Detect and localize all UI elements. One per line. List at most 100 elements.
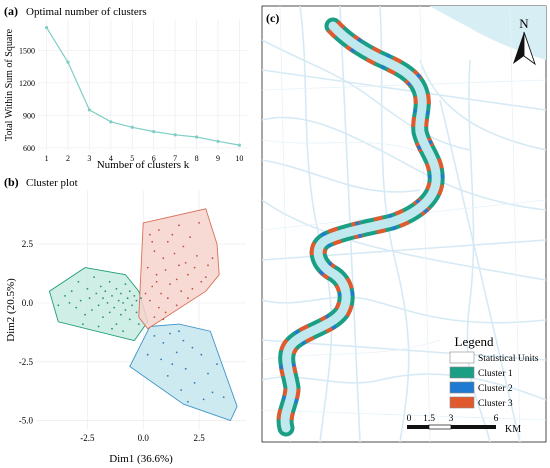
cluster-2-point (180, 389, 183, 391)
cluster-1-point (93, 276, 95, 278)
cluster-3-point (144, 292, 147, 295)
cluster-x-tick: 2.5 (193, 433, 205, 443)
cluster-1-point (120, 313, 122, 316)
cluster-3-point (193, 266, 196, 269)
elbow-y-tick: 900 (23, 111, 35, 120)
elbow-x-tick: 9 (216, 154, 220, 163)
cluster-x-ticks: -2.5 0.0 2.5 (80, 433, 205, 443)
cluster-1-point (122, 330, 124, 333)
cluster-3-point (175, 304, 178, 307)
estuary-water (430, 6, 546, 60)
cluster-3-point (146, 266, 149, 269)
elbow-point (216, 139, 220, 143)
elbow-y-tick: 600 (23, 144, 35, 153)
cluster-3-point (153, 316, 156, 318)
cluster-1-point (124, 283, 127, 285)
elbow-y-tick: 1500 (19, 46, 35, 55)
cluster-y-tick: -5.0 (19, 416, 34, 426)
legend-title: Legend (455, 334, 494, 349)
legend-swatch (449, 381, 475, 394)
cluster-2-point (187, 400, 189, 403)
elbow-x-tick: 10 (235, 154, 243, 163)
elbow-point (130, 125, 134, 129)
cluster-x-label: Dim1 (36.6%) (109, 453, 173, 465)
elbow-x-tick: 8 (195, 154, 199, 163)
cluster-1-point (104, 290, 107, 293)
cluster-2-point (182, 339, 185, 342)
cluster-y-tick: 2.5 (22, 239, 34, 249)
cluster-hull-3 (138, 208, 220, 330)
elbow-plot-area (38, 20, 248, 150)
scale-bar: 0 1.5 3 6 KM (407, 414, 522, 435)
elbow-point (152, 129, 156, 134)
cluster-3-point (204, 276, 207, 278)
cluster-3-point (211, 257, 214, 260)
cluster-2-point (211, 391, 214, 394)
elbow-point (237, 143, 242, 147)
cluster-2-point (202, 398, 205, 401)
cluster-1-point (70, 290, 73, 293)
cluster-2-point (160, 358, 163, 361)
cluster-2-point (175, 351, 178, 354)
cluster-hull-2 (129, 323, 238, 422)
panel-b-tag: (b) (4, 175, 19, 189)
panel-b-title: Cluster plot (26, 177, 78, 189)
cluster-1-point (128, 290, 131, 293)
cluster-1-point (64, 295, 66, 297)
cluster-1-point (102, 297, 104, 300)
cluster-1-point (115, 323, 118, 325)
cluster-3-point (155, 273, 158, 276)
cluster-1-point (57, 304, 60, 307)
elbow-x-tick: 6 (152, 154, 156, 163)
cluster-3-point (166, 297, 169, 300)
cluster-1-point (128, 318, 131, 321)
cluster-2-point (178, 330, 180, 333)
north-arrow-icon: N (513, 16, 536, 66)
cluster-3-point (189, 236, 192, 239)
cluster-2-point (153, 335, 156, 337)
legend-label: Cluster 3 (478, 399, 513, 409)
cluster-1-point (120, 292, 122, 295)
cluster-2-point (200, 353, 203, 356)
cluster-3-point (187, 273, 189, 276)
cluster-3-point (151, 240, 154, 243)
elbow-point (173, 133, 177, 137)
cluster-1-point (137, 323, 140, 325)
cluster-1-point (99, 285, 102, 288)
cluster-1-point (82, 323, 84, 325)
cluster-2-point (216, 363, 218, 365)
cluster-3-point (149, 233, 151, 236)
elbow-y-tick: 1200 (19, 79, 35, 88)
elbow-y-ticks: 600 900 1200 1500 (19, 46, 35, 153)
cluster-hulls (48, 208, 238, 422)
cluster-2-point (171, 363, 174, 365)
legend-swatch (449, 366, 475, 379)
cluster-1-point (133, 295, 136, 297)
cluster-y-tick: -2.5 (19, 357, 34, 367)
scale-tick-label: 1.5 (423, 414, 435, 424)
cluster-2-point (146, 353, 149, 356)
legend-label: Cluster 2 (478, 384, 513, 394)
cluster-1-point (131, 304, 134, 307)
scale-tick-label: 3 (449, 414, 454, 424)
elbow-grid (38, 20, 248, 150)
map-legend: Legend Statistical Units Cluster 1 Cluster… (449, 334, 539, 409)
cluster-1-point (135, 311, 138, 314)
cluster-3-point (155, 280, 158, 283)
cluster-1-point (140, 297, 142, 300)
panel-a-tag: (a) (4, 4, 18, 18)
cluster-1-point (97, 304, 100, 307)
elbow-point (66, 60, 70, 64)
cluster-1-point (102, 316, 104, 318)
elbow-x-tick: 4 (109, 154, 113, 163)
cluster-3-point (175, 278, 178, 281)
cluster-3-point (173, 252, 176, 255)
cluster-hull-1 (48, 267, 149, 342)
cluster-1-point (75, 306, 78, 309)
elbow-point (109, 120, 113, 124)
cluster-3-point (180, 290, 183, 293)
cluster-3-point (164, 311, 167, 314)
cluster-1-point (115, 287, 118, 290)
cluster-3-point (198, 222, 201, 224)
